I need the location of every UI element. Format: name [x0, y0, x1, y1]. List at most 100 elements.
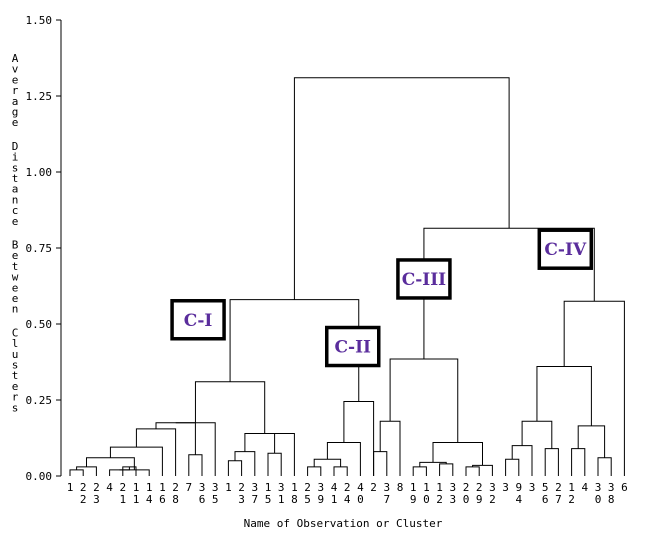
dendrogram-link [135, 428, 177, 476]
leaf-label: 1 [436, 481, 443, 494]
leaf-label: 4 [581, 481, 588, 494]
y-tick-label: 0.50 [26, 318, 53, 331]
dendrogram-link [155, 422, 196, 455]
leaf-label: 3 [93, 493, 100, 506]
leaf-label: 4 [106, 481, 113, 494]
y-tick-label: 0.00 [26, 470, 53, 483]
leaf-label: 2 [80, 481, 87, 494]
y-axis-title-char: e [12, 380, 19, 393]
leaf-label: 5 [542, 481, 549, 494]
dendrogram-link [343, 401, 375, 476]
y-axis-title-char: C [12, 326, 19, 339]
dendrogram-link [307, 466, 322, 476]
dendrogram-link [505, 458, 520, 476]
dendrogram-link [536, 366, 592, 426]
y-axis-title-char: s [12, 161, 19, 174]
dendrogram-link [563, 300, 625, 476]
dendrogram-link [544, 448, 559, 476]
dendrogram-link [194, 381, 266, 434]
y-axis-title-char: g [12, 106, 19, 119]
leaf-label: 6 [199, 493, 206, 506]
dendrogram-link [274, 432, 295, 476]
leaf-label: 3 [449, 481, 456, 494]
leaf-label: 6 [621, 481, 628, 494]
leaf-label: 1 [119, 493, 126, 506]
y-axis-title-char: e [12, 249, 19, 262]
cluster-label: C-IV [544, 240, 587, 260]
leaf-label: 5 [265, 493, 272, 506]
dendrogram-link [419, 461, 447, 467]
dendrogram-link [313, 458, 342, 467]
y-tick-label: 0.25 [26, 394, 53, 407]
dendrogram-link [465, 466, 480, 476]
leaf-label: 7 [555, 493, 562, 506]
leaf-label: 3 [212, 481, 219, 494]
y-axis-title-char: u [12, 348, 19, 361]
y-axis-title-char: e [12, 116, 19, 129]
dendrogram-link [521, 420, 553, 449]
leaf-label: 9 [317, 493, 324, 506]
y-tick-label: 1.50 [26, 14, 53, 27]
y-axis-title-char: n [12, 303, 19, 316]
dendrogram-link [234, 451, 256, 476]
leaf-label: 4 [146, 493, 153, 506]
y-axis: 0.00 0.25 0.50 0.75 1.00 1.25 1.50 [26, 14, 62, 483]
y-axis-title-char: v [12, 63, 19, 76]
dendrogram-link [511, 445, 533, 476]
dendrogram-link [267, 452, 282, 476]
leaf-label: 2 [344, 481, 351, 494]
x-axis-title: Name of Observation or Cluster [244, 517, 443, 530]
leaf-label: 2 [80, 493, 87, 506]
leaf-label: 3 [317, 481, 324, 494]
dendrogram-link [597, 457, 612, 476]
leaf-label: 8 [291, 493, 298, 506]
y-axis-title-char: t [12, 172, 19, 185]
y-axis-title-char: e [12, 292, 19, 305]
leaf-label: 2 [436, 493, 443, 506]
leaf-label: 4 [515, 493, 522, 506]
cluster-labels: C-I C-II C-III C-IV [170, 228, 594, 368]
y-axis-title-char: a [12, 95, 19, 108]
leaf-label: 2 [238, 481, 245, 494]
leaf-label: 1 [265, 481, 272, 494]
y-axis-title-char: w [12, 271, 19, 284]
leaf-label: 3 [529, 481, 536, 494]
leaf-label: 0 [595, 493, 602, 506]
y-axis-title-char: t [12, 260, 19, 273]
leaf-label: 1 [410, 481, 417, 494]
leaf-label: 7 [185, 481, 192, 494]
cluster-label-box [396, 258, 452, 300]
leaf-label: 5 [304, 493, 311, 506]
leaf-label: 1 [568, 481, 575, 494]
y-axis-title-char: B [12, 239, 19, 252]
leaf-label: 3 [608, 481, 615, 494]
y-axis-title-char: c [12, 204, 19, 217]
dendrogram-link [119, 469, 150, 476]
dendrogram-link [379, 420, 401, 476]
dendrogram-link [571, 448, 586, 476]
dendrogram-link [373, 451, 388, 476]
leaf-label: 8 [608, 493, 615, 506]
leaf-label: 2 [93, 481, 100, 494]
dendrogram-link [188, 454, 203, 476]
dendrogram-link [86, 457, 135, 470]
cluster-label-box [325, 325, 381, 368]
cluster-label: C-I [184, 311, 213, 331]
leaf-label: 7 [383, 493, 390, 506]
dendrogram-link [175, 422, 216, 476]
leaf-label: 3 [502, 481, 509, 494]
leaf-label: 3 [449, 493, 456, 506]
dendrogram-link [69, 469, 84, 476]
y-axis-title-char: i [12, 151, 19, 164]
leaf-label: 3 [251, 481, 258, 494]
leaf-label: 9 [515, 481, 522, 494]
leaf-label: 8 [397, 481, 404, 494]
cluster-label-box [537, 228, 594, 270]
leaf-label: 3 [199, 481, 206, 494]
dendrogram-link [109, 466, 130, 476]
leaf-label: 2 [172, 481, 179, 494]
y-axis-title-char: A [12, 52, 19, 65]
